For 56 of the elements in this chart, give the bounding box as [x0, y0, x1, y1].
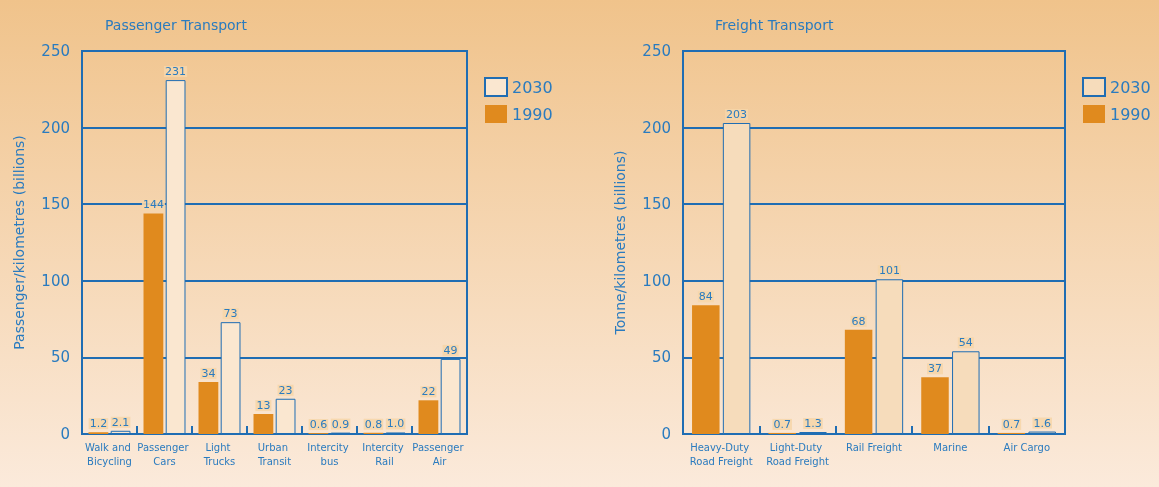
x-tick-label: Heavy-Duty Road Freight: [689, 441, 753, 467]
y-axis-title: Tonne/kilometres (billions): [612, 150, 628, 336]
x-tick-label: Intercity bus: [307, 441, 352, 467]
y-tick-label: 50: [651, 348, 671, 367]
data-label: 1.6: [1033, 416, 1051, 430]
chart-title: Freight Transport: [715, 17, 834, 33]
data-label: 0.6: [309, 418, 328, 432]
chart-title: Passenger Transport: [105, 17, 248, 33]
y-tick-label: 100: [41, 271, 70, 290]
y-tick-label: 50: [50, 348, 70, 367]
x-tick-label: Rail Freight: [845, 441, 903, 453]
data-label: 144: [142, 198, 164, 212]
data-label: 231: [165, 65, 187, 79]
x-tick-label: Passenger Air: [412, 441, 467, 467]
x-tick-label: Urban Transit: [256, 441, 292, 467]
data-label: 0.7: [773, 417, 791, 431]
legend-label: 1990: [1110, 104, 1151, 124]
data-label: 203: [726, 108, 748, 121]
y-tick-label: 0: [661, 425, 671, 443]
data-label: 101: [878, 264, 900, 278]
data-label: 1.2: [89, 417, 108, 431]
x-tick-label: Marine: [933, 441, 968, 453]
data-label: 1.0: [386, 417, 405, 431]
y-tick-label: 150: [642, 195, 671, 214]
data-label: 22: [421, 385, 436, 399]
data-label: 0.7: [1002, 417, 1021, 431]
x-tick-label: Light-Duty Road Freight: [766, 441, 830, 467]
legend-label: 2030: [1110, 77, 1151, 97]
data-label: 0.9: [331, 417, 350, 431]
data-label: 0.8: [364, 417, 383, 431]
x-tick-label: Light Trucks: [202, 441, 236, 467]
data-label: 73: [223, 307, 238, 321]
y-tick-label: 200: [41, 118, 70, 137]
y-axis-title: Passenger/kilometres (billions): [11, 135, 27, 350]
data-label: 23: [278, 383, 293, 397]
y-tick-label: 150: [41, 195, 70, 214]
data-label: 1.3: [804, 417, 822, 431]
y-tick-label: 200: [642, 118, 671, 137]
data-label: 34: [201, 366, 216, 380]
data-label: 84: [698, 290, 713, 304]
x-tick-label: Intercity Rail: [362, 441, 407, 467]
data-label: 2.1: [111, 415, 130, 429]
data-label: 37: [928, 362, 942, 376]
data-label: 49: [443, 343, 458, 357]
data-label: 68: [851, 314, 866, 328]
data-label: 13: [256, 399, 271, 413]
legend-label: 2030: [512, 77, 553, 97]
x-tick-label: Passenger Cars: [137, 441, 192, 467]
y-tick-label: 250: [41, 42, 70, 60]
x-tick-label: Air Cargo: [1003, 441, 1051, 453]
data-label: 54: [958, 336, 973, 350]
y-tick-label: 0: [60, 425, 70, 443]
y-tick-label: 100: [642, 271, 671, 290]
y-tick-label: 250: [642, 42, 671, 60]
legend-label: 1990: [512, 104, 553, 124]
x-tick-label: Walk and Bicycling: [84, 441, 135, 467]
